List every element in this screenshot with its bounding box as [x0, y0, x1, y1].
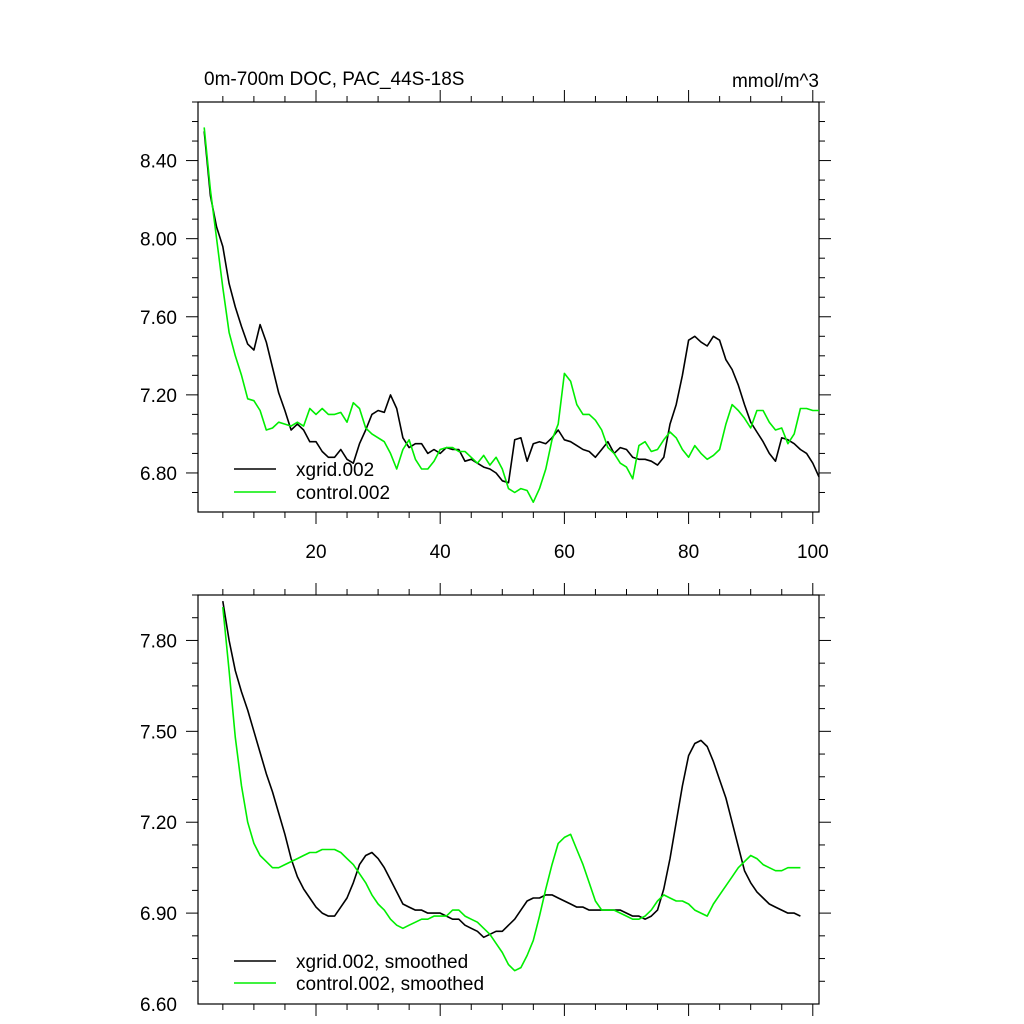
- x-tick-label: 60: [554, 542, 575, 563]
- y-tick-label: 7.20: [140, 386, 177, 407]
- legend-label: control.002, smoothed: [296, 974, 484, 995]
- x-tick-label: 20: [305, 542, 326, 563]
- y-tick-label: 6.90: [140, 904, 177, 925]
- y-tick-label: 6.60: [140, 995, 177, 1016]
- y-tick-label: 6.80: [140, 464, 177, 485]
- legend-label: xgrid.002, smoothed: [296, 952, 468, 973]
- legend-label: xgrid.002: [296, 460, 374, 481]
- series-line-xgrid: [222, 600, 801, 939]
- y-tick-label: 7.80: [140, 631, 177, 652]
- x-tick-label: 40: [430, 542, 451, 563]
- x-tick-label: 80: [678, 542, 699, 563]
- plot-frame: [197, 101, 820, 513]
- legend-label: control.002: [296, 483, 390, 504]
- y-tick-label: 8.40: [140, 152, 177, 173]
- top-chart-title: 0m-700m DOC, PAC_44S-18S: [204, 69, 464, 90]
- series-line-control: [203, 127, 819, 504]
- series-line-control: [222, 607, 801, 972]
- x-tick-label: 100: [797, 542, 829, 563]
- series-line-xgrid: [203, 131, 820, 484]
- top-panel: 0m-700m DOC, PAC_44S-18S mmol/m^3 20 40 60…: [140, 69, 831, 563]
- y-tick-label: 7.50: [140, 722, 177, 743]
- y-tick-label: 7.20: [140, 813, 177, 834]
- top-chart-units: mmol/m^3: [732, 71, 819, 92]
- y-tick-label: 8.00: [140, 230, 177, 251]
- y-tick-label: 7.60: [140, 308, 177, 329]
- bottom-panel: 6.60 6.90 7.20 7.50 7.80 xgrid.002, smoothedc…: [140, 583, 831, 1016]
